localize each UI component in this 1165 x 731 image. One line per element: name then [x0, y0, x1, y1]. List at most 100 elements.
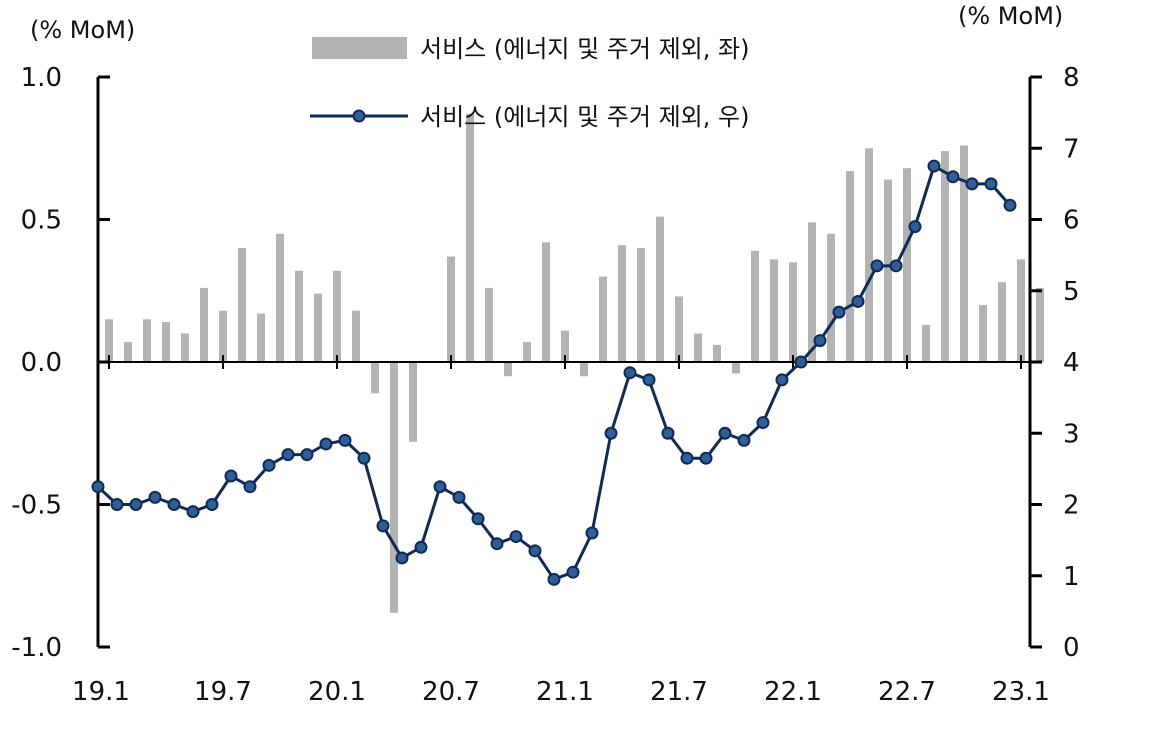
left-tick-label: -0.5 [11, 491, 62, 521]
bar [162, 322, 170, 362]
line-point [927, 159, 941, 173]
line-point [490, 537, 504, 551]
right-tick-label: 3 [1063, 419, 1080, 449]
right-tick-label: 8 [1063, 63, 1080, 93]
legend-line-label: 서비스 (에너지 및 주거 제외, 우) [420, 103, 749, 131]
x-tick-label: 23.1 [992, 677, 1050, 707]
line-point [110, 498, 124, 511]
right-tick-label: 2 [1063, 491, 1080, 521]
line-point [319, 437, 333, 451]
line-point [566, 565, 580, 579]
line-point [281, 448, 295, 462]
line-point [91, 480, 105, 494]
bar [808, 222, 816, 362]
bar [447, 256, 455, 362]
bar [238, 248, 246, 362]
line-point [243, 480, 257, 494]
right-axis-unit: (% MoM) [958, 2, 1063, 30]
line-point [585, 526, 599, 540]
line-point [908, 220, 922, 234]
bar [884, 179, 892, 362]
right-tick-label: 0 [1063, 633, 1080, 663]
bar [960, 145, 968, 362]
bar [580, 362, 588, 377]
x-tick-label: 20.7 [422, 677, 480, 707]
line-point [471, 512, 485, 526]
bar [789, 262, 797, 362]
left-axis: -1.0 -0.5 0.0 0.5 1.0 [11, 63, 110, 663]
bar [922, 324, 930, 362]
x-tick-label: 19.1 [72, 677, 130, 707]
bar [827, 233, 835, 362]
line-point [414, 540, 428, 554]
x-tick-label: 19.7 [194, 677, 252, 707]
line-point [338, 433, 352, 447]
bar [865, 148, 873, 362]
right-tick-label: 6 [1063, 206, 1080, 236]
bar [561, 330, 569, 362]
line-point [452, 490, 466, 504]
line-point [946, 170, 960, 184]
right-tick-label: 5 [1063, 277, 1080, 307]
bar [675, 296, 683, 362]
left-tick-label: 0.0 [21, 348, 62, 378]
line-point [699, 451, 713, 465]
bar [656, 216, 664, 362]
line-point [186, 505, 200, 519]
bar [124, 342, 132, 362]
line-point [547, 572, 561, 586]
line-point [984, 177, 998, 191]
x-axis: 19.1 19.7 20.1 20.7 21.1 21.7 22.1 22.7 23.1 [72, 355, 1050, 707]
line-point [889, 259, 903, 273]
line-point [756, 416, 770, 430]
bar [390, 362, 398, 613]
bar [200, 287, 208, 362]
line-point [129, 498, 143, 511]
bar [181, 333, 189, 362]
line-point [718, 426, 732, 440]
bar [409, 362, 417, 442]
bar [466, 114, 474, 362]
bar [371, 362, 379, 394]
series-line [96, 164, 1012, 581]
line-point [965, 177, 979, 191]
line-point [395, 551, 409, 565]
bar [903, 168, 911, 362]
x-tick-label: 20.1 [308, 677, 366, 707]
bar [713, 344, 721, 362]
bar [637, 248, 645, 362]
line-point [832, 305, 846, 319]
legend-bar-swatch [312, 37, 407, 59]
bar [333, 270, 341, 362]
legend: 서비스 (에너지 및 주거 제외, 좌) 서비스 (에너지 및 주거 제외, 우… [310, 35, 749, 131]
line-point [528, 544, 542, 558]
x-tick-label: 22.1 [764, 677, 822, 707]
line-point [813, 334, 827, 348]
line-point [623, 366, 637, 380]
line-point [205, 498, 219, 511]
line-point [509, 530, 523, 544]
bar [314, 293, 322, 362]
bar [542, 242, 550, 362]
right-axis: 0 1 2 3 4 5 6 7 8 [1028, 63, 1080, 663]
legend-line-marker [352, 109, 366, 123]
line-point [1003, 198, 1017, 212]
bar [751, 250, 759, 362]
right-tick-label: 4 [1063, 348, 1080, 378]
bar [846, 171, 854, 362]
bar [1036, 287, 1044, 362]
bar [732, 362, 740, 374]
line-point [167, 498, 181, 511]
bar [1017, 259, 1025, 362]
left-tick-label: 1.0 [21, 63, 62, 93]
bar [523, 342, 531, 362]
bar [352, 310, 360, 362]
line-point [794, 355, 808, 369]
line-point [224, 469, 238, 483]
x-tick-label: 21.7 [650, 677, 708, 707]
line-point [604, 426, 618, 440]
bar [618, 245, 626, 362]
line-point [661, 426, 675, 440]
line-point [376, 519, 390, 533]
bar [276, 233, 284, 362]
